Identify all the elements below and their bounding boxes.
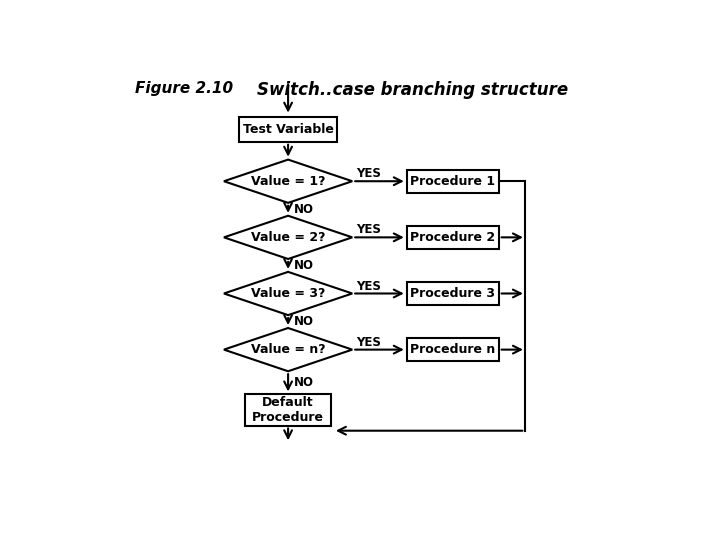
Text: NO: NO <box>294 376 314 389</box>
Text: Procedure n: Procedure n <box>410 343 495 356</box>
FancyBboxPatch shape <box>407 282 499 305</box>
Text: Value = 2?: Value = 2? <box>251 231 325 244</box>
Text: YES: YES <box>356 336 381 349</box>
Text: YES: YES <box>356 224 381 237</box>
FancyBboxPatch shape <box>407 226 499 249</box>
Text: YES: YES <box>356 280 381 293</box>
FancyBboxPatch shape <box>407 170 499 193</box>
Text: Test Variable: Test Variable <box>243 123 333 136</box>
Text: NO: NO <box>294 315 314 328</box>
FancyBboxPatch shape <box>245 394 331 426</box>
Text: NO: NO <box>294 203 314 216</box>
Text: Procedure 3: Procedure 3 <box>410 287 495 300</box>
FancyBboxPatch shape <box>407 338 499 361</box>
Text: Switch..case branching structure: Switch..case branching structure <box>258 82 569 99</box>
Text: Value = n?: Value = n? <box>251 343 325 356</box>
Text: Value = 1?: Value = 1? <box>251 175 325 188</box>
FancyBboxPatch shape <box>239 117 337 141</box>
Text: Procedure 2: Procedure 2 <box>410 231 495 244</box>
Polygon shape <box>224 160 352 203</box>
Text: Procedure 1: Procedure 1 <box>410 175 495 188</box>
Polygon shape <box>224 216 352 259</box>
Text: Default
Procedure: Default Procedure <box>252 396 324 424</box>
Polygon shape <box>224 328 352 371</box>
Text: NO: NO <box>294 259 314 272</box>
Polygon shape <box>224 272 352 315</box>
Text: YES: YES <box>356 167 381 180</box>
Text: Figure 2.10: Figure 2.10 <box>135 82 233 97</box>
Text: Value = 3?: Value = 3? <box>251 287 325 300</box>
